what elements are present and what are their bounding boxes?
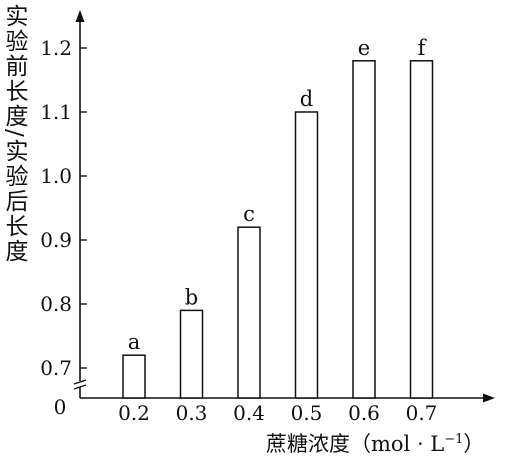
x-axis-label: 蔗糖浓度（mol · L−1） [266,428,484,458]
y-axis-label: 实验前长度/实验后长度 [1,4,27,264]
y-tick-label: 0.7 [40,356,72,380]
bar [352,60,376,399]
x-tick-label: 0.5 [291,401,323,425]
bar [294,111,319,399]
bar-label: e [358,36,370,60]
y-tick-label: 1.1 [40,100,72,124]
bar-label: c [243,202,255,226]
bar [179,309,204,399]
bar-label: a [128,330,141,354]
x-tick-label: 0.3 [176,401,208,425]
x-tick-label: 0.2 [118,401,150,425]
x-axis-unit: （mol · L [350,432,445,456]
x-axis-title: 蔗糖浓度 [266,432,350,456]
x-axis-unit-exponent: −1 [444,432,464,447]
y-tick-label: 1.0 [40,164,72,188]
x-tick-label: 0.7 [406,401,438,425]
bar-label: b [185,285,198,309]
y-tick-label: 1.2 [40,36,72,60]
x-tick-label: 0.6 [348,401,380,425]
bar [237,226,261,399]
bar [122,354,146,399]
x-axis-arrow [483,393,495,403]
y-axis-arrow [75,10,85,22]
origin-label: 0 [54,395,67,419]
y-tick-label: 0.9 [40,228,72,252]
axis-break-mark [73,384,87,390]
y-tick-label: 0.8 [40,292,72,316]
axis-break-mark [73,379,87,385]
axis-break-gap [75,381,85,387]
x-tick-label: 0.4 [233,401,265,425]
bar [409,60,434,399]
bar-label: f [418,36,428,60]
bar-label: d [300,87,313,111]
x-axis-unit-close: ） [463,432,485,456]
